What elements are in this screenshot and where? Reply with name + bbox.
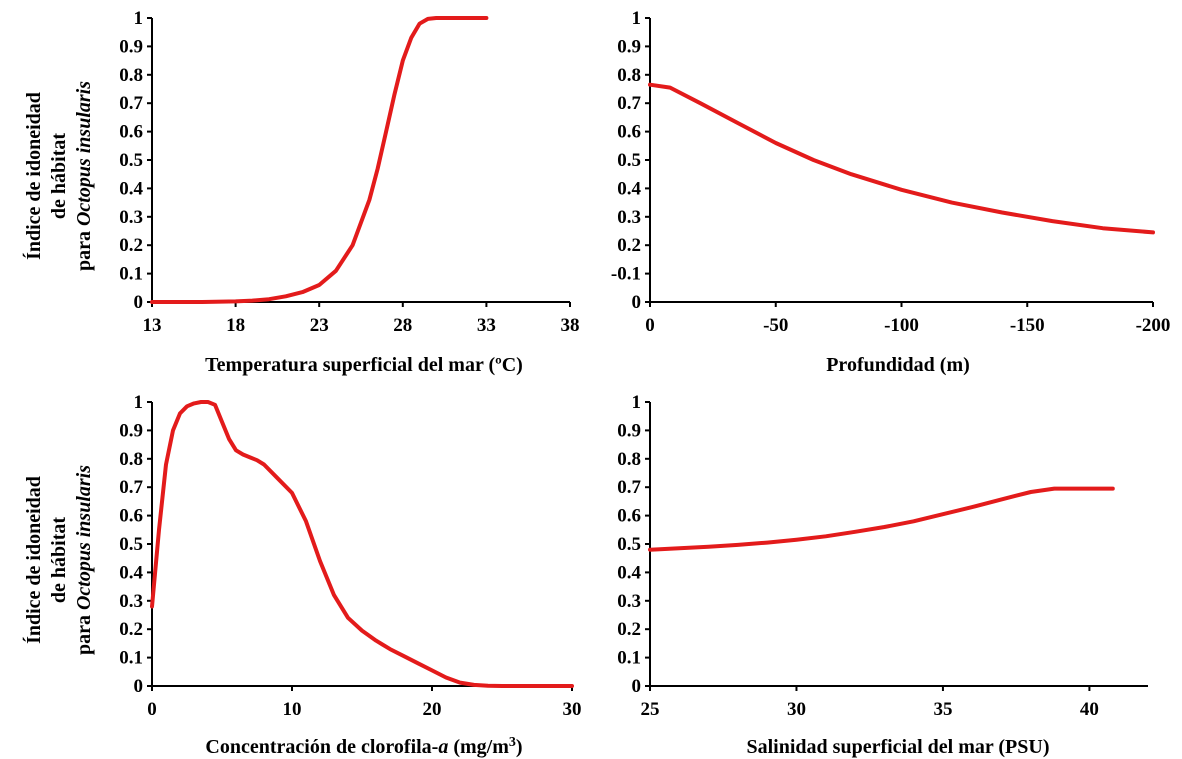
y-tick-label: 0.6	[617, 122, 641, 143]
chart-chlorophyll: 00.10.20.30.40.50.60.70.80.910 10 20 30	[119, 392, 581, 720]
x-tick-label: 35	[933, 699, 952, 720]
xlabel-chl-prefix: Concentración de clorofila-	[205, 736, 438, 758]
y-tick-label: 0.5	[119, 150, 143, 171]
y-tick-label: 1	[134, 392, 144, 413]
x-tick-label: 20	[423, 699, 442, 720]
x-tick-label: 30	[787, 699, 806, 720]
ylabel-top-line1: Índice de idoneidad	[22, 92, 45, 260]
ylabel-top-line3: para Octopus insularis	[73, 81, 95, 271]
xlabel-chl-suffix: (mg/m	[448, 736, 509, 758]
y-tick-label: 0.6	[119, 506, 143, 527]
y-tick-label: 0.5	[119, 534, 143, 555]
y-tick-label: 0.5	[617, 150, 641, 171]
x-tick-label: 0	[645, 315, 655, 336]
y-tick-label: 0.7	[119, 93, 143, 114]
y-tick-label: 0.8	[617, 449, 641, 470]
y-tick-label: 1	[134, 8, 144, 29]
y-tick-label: 0.1	[617, 648, 641, 669]
y-tick-label: 0.8	[119, 65, 143, 86]
y-tick-label: 0.9	[119, 36, 143, 57]
y-tick-label: 0.9	[119, 420, 143, 441]
chart-salinity: 0 0.1 0.2 0.3 0.4 0.5 0.6 0.7 0.8 0.9 1 25 30 35 40	[617, 392, 1148, 720]
y-tick-label: 0.7	[617, 477, 641, 498]
x-tick-label: 30	[563, 699, 582, 720]
y-tick-label: 0.4	[617, 178, 641, 199]
y-tick-label: 0	[632, 292, 642, 313]
x-tick-label: 13	[143, 315, 162, 336]
xlabel-salinity: Salinidad superficial del mar (PSU)	[747, 736, 1050, 758]
y-tick-label: 0.2	[119, 619, 143, 640]
x-tick-label: 28	[393, 315, 412, 336]
y-tick-label: 0.6	[119, 122, 143, 143]
y-tick-label: 0	[134, 676, 144, 697]
x-tick-label: 25	[641, 699, 660, 720]
x-tick-label: 18	[226, 315, 245, 336]
y-tick-label: 0.8	[119, 449, 143, 470]
y-tick-label: 0.9	[617, 36, 641, 57]
series-line	[150, 16, 489, 304]
y-tick-label: 0.2	[617, 619, 641, 640]
y-tick-label: 0.1	[119, 264, 143, 285]
ylabel-bottom-line1: Índice de idoneidad	[22, 476, 45, 644]
chart-temperature: 0 0.1 0.2 0.3 0.4 0.5 0.6 0.7 0.8 0.9 1 13 18 23 28 33 3…	[119, 8, 579, 336]
xlabel-chlorophyll: Concentración de clorofila-a (mg/m3)	[205, 735, 522, 759]
ylabel-bottom-line3: para Octopus insularis	[73, 465, 95, 655]
xlabel-chl-close: )	[516, 736, 523, 758]
ylabel-bottom: Índice de idoneidad de hábitat para Octo…	[22, 465, 95, 655]
y-tick-label: 0.2	[617, 235, 641, 256]
y-tick-label: 0.4	[119, 562, 143, 583]
xlabel-chl-italic: a	[438, 736, 448, 758]
ylabel-bottom-line2: de hábitat	[48, 517, 70, 603]
x-tick-label: -100	[884, 315, 919, 336]
y-tick-label: 0.7	[617, 93, 641, 114]
y-tick-label: 0.2	[119, 235, 143, 256]
y-tick-label: 1	[632, 8, 642, 29]
x-tick-label: -50	[763, 315, 788, 336]
y-tick-label: 0.3	[617, 207, 641, 228]
y-tick-label: 0	[134, 292, 144, 313]
chart-depth: 0 -0.1 0.2 0.3 0.4 0.5 0.6 0.7 0.8 0.9 1 0 -50 -100 -1…	[611, 8, 1170, 336]
x-tick-label: 0	[147, 699, 157, 720]
ylabel-bottom-prefix: para	[73, 610, 95, 655]
x-tick-label: 33	[477, 315, 496, 336]
y-tick-label: 0.3	[119, 207, 143, 228]
x-tick-label: -200	[1136, 315, 1171, 336]
x-tick-label: 38	[561, 315, 580, 336]
series-line	[648, 82, 1155, 235]
xlabel-temperature: Temperatura superficial del mar (ºC)	[205, 354, 523, 376]
y-tick-label: -0.1	[611, 264, 641, 285]
series-line	[150, 400, 574, 688]
ylabel-top: Índice de idoneidad de hábitat para Octo…	[22, 81, 95, 271]
ylabel-bottom-species: Octopus insularis	[73, 465, 95, 610]
xlabel-chl-sup: 3	[509, 735, 516, 750]
y-tick-label: 0.5	[617, 534, 641, 555]
y-tick-label: 0.9	[617, 420, 641, 441]
ylabel-top-species: Octopus insularis	[73, 81, 95, 226]
y-tick-label: 0.3	[119, 591, 143, 612]
y-tick-label: 0.4	[119, 178, 143, 199]
ylabel-top-line2: de hábitat	[48, 133, 70, 219]
y-tick-label: 0	[632, 676, 642, 697]
y-tick-label: 1	[632, 392, 642, 413]
x-tick-label: -150	[1010, 315, 1045, 336]
y-tick-label: 0.4	[617, 562, 641, 583]
y-tick-label: 0.7	[119, 477, 143, 498]
y-tick-label: 0.6	[617, 506, 641, 527]
series-line	[648, 486, 1115, 552]
y-tick-label: 0.1	[119, 648, 143, 669]
y-tick-label: 0.3	[617, 591, 641, 612]
y-tick-label: 0.8	[617, 65, 641, 86]
ylabel-top-prefix: para	[73, 226, 95, 271]
xlabel-depth: Profundidad (m)	[826, 354, 970, 376]
x-tick-label: 23	[310, 315, 329, 336]
x-tick-label: 40	[1080, 699, 1099, 720]
x-tick-label: 10	[283, 699, 302, 720]
